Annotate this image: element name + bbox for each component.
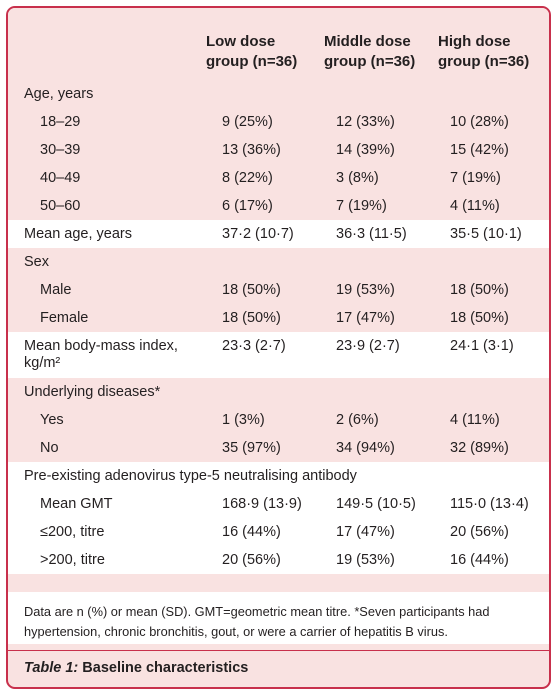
row-label: ≤200, titre bbox=[40, 524, 105, 540]
column-header-line: Low dose bbox=[206, 33, 276, 50]
table-row: Mean GMT 168·9 (13·9) 149·5 (10·5) 115·0 (1… bbox=[8, 490, 549, 518]
row-value: 18 (50%) bbox=[450, 310, 509, 326]
row-value: 18 (50%) bbox=[222, 310, 281, 326]
row-label: 40–49 bbox=[40, 170, 81, 186]
row-value: 7 (19%) bbox=[450, 170, 501, 186]
table-row: 18–29 9 (25%) 12 (33%) 10 (28%) bbox=[8, 108, 549, 136]
row-value: 8 (22%) bbox=[222, 170, 273, 186]
row-value: 24·1 (3·1) bbox=[450, 338, 514, 354]
row-label: 50–60 bbox=[40, 198, 81, 214]
row-label: Female bbox=[40, 310, 89, 326]
row-value: 15 (42%) bbox=[450, 142, 509, 158]
row-value: 14 (39%) bbox=[336, 142, 395, 158]
row-value: 12 (33%) bbox=[336, 114, 395, 130]
table-footnote: Data are n (%) or mean (SD). GMT=geometr… bbox=[8, 592, 549, 644]
column-header-line: group (n=36) bbox=[438, 53, 530, 70]
row-label: Mean age, years bbox=[24, 226, 133, 242]
row-value: 9 (25%) bbox=[222, 114, 273, 130]
table-row: Mean age, years 37·2 (10·7) 36·3 (11·5) 35·… bbox=[8, 220, 549, 248]
row-value: 1 (3%) bbox=[222, 412, 265, 428]
table-row: Female 18 (50%) 17 (47%) 18 (50%) bbox=[8, 304, 549, 332]
row-value: 16 (44%) bbox=[450, 552, 509, 568]
row-value: 3 (8%) bbox=[336, 170, 379, 186]
caption-divider bbox=[8, 650, 549, 651]
row-label: Mean body-mass index, kg/m² bbox=[24, 338, 178, 371]
table-row: Underlying diseases* bbox=[8, 378, 549, 406]
row-label: Age, years bbox=[24, 86, 94, 102]
column-header-line: group (n=36) bbox=[206, 53, 298, 70]
row-value: 18 (50%) bbox=[222, 282, 281, 298]
row-value: 34 (94%) bbox=[336, 440, 395, 456]
row-value: 10 (28%) bbox=[450, 114, 509, 130]
caption-label: Table 1: bbox=[24, 660, 79, 676]
row-value: 7 (19%) bbox=[336, 198, 387, 214]
row-value: 115·0 (13·4) bbox=[450, 496, 529, 512]
row-label: Underlying diseases* bbox=[24, 384, 161, 400]
row-value: 6 (17%) bbox=[222, 198, 273, 214]
table-header: Low dose group (n=36) Middle dose group … bbox=[8, 8, 549, 80]
row-value: 20 (56%) bbox=[222, 552, 281, 568]
table-panel: Low dose group (n=36) Middle dose group … bbox=[6, 6, 551, 689]
row-value: 4 (11%) bbox=[450, 412, 500, 428]
row-label: 30–39 bbox=[40, 142, 81, 158]
table-row: Male 18 (50%) 19 (53%) 18 (50%) bbox=[8, 276, 549, 304]
column-header-line: group (n=36) bbox=[324, 53, 416, 70]
column-header-low-dose: Low dose group (n=36) bbox=[206, 32, 297, 72]
row-label: No bbox=[40, 440, 59, 456]
column-header-line: Middle dose bbox=[324, 33, 411, 50]
row-value: 23·3 (2·7) bbox=[222, 338, 286, 354]
caption-title: Baseline characteristics bbox=[82, 660, 249, 676]
row-value: 35 (97%) bbox=[222, 440, 281, 456]
row-value: 32 (89%) bbox=[450, 440, 509, 456]
table-row: 50–60 6 (17%) 7 (19%) 4 (11%) bbox=[8, 192, 549, 220]
table-caption: Table 1: Baseline characteristics bbox=[24, 660, 248, 676]
row-value: 149·5 (10·5) bbox=[336, 496, 416, 512]
table-row: Sex bbox=[8, 248, 549, 276]
table-row: 30–39 13 (36%) 14 (39%) 15 (42%) bbox=[8, 136, 549, 164]
column-header-line: High dose bbox=[438, 33, 511, 50]
table-row: Pre-existing adenovirus type-5 neutralis… bbox=[8, 462, 549, 490]
row-label: Yes bbox=[40, 412, 64, 428]
table-row: Mean body-mass index, kg/m² 23·3 (2·7) 23·… bbox=[8, 332, 549, 378]
row-value: 17 (47%) bbox=[336, 524, 395, 540]
table-row: Age, years bbox=[8, 80, 549, 108]
row-value: 17 (47%) bbox=[336, 310, 395, 326]
row-label: Pre-existing adenovirus type-5 neutralis… bbox=[24, 468, 357, 484]
row-value: 168·9 (13·9) bbox=[222, 496, 302, 512]
row-value: 19 (53%) bbox=[336, 282, 395, 298]
row-value: 23·9 (2·7) bbox=[336, 338, 400, 354]
column-header-middle-dose: Middle dose group (n=36) bbox=[324, 32, 415, 72]
row-value: 2 (6%) bbox=[336, 412, 379, 428]
table-body: Age, years 18–29 9 (25%) 12 (33%) 10 (28%) 30… bbox=[8, 80, 549, 574]
column-header-high-dose: High dose group (n=36) bbox=[438, 32, 529, 72]
row-value: 4 (11%) bbox=[450, 198, 500, 214]
table-row: 40–49 8 (22%) 3 (8%) 7 (19%) bbox=[8, 164, 549, 192]
row-value: 13 (36%) bbox=[222, 142, 281, 158]
row-value: 19 (53%) bbox=[336, 552, 395, 568]
row-label: Male bbox=[40, 282, 72, 298]
row-value: 16 (44%) bbox=[222, 524, 281, 540]
row-value: 36·3 (11·5) bbox=[336, 226, 407, 242]
table-row: ≤200, titre 16 (44%) 17 (47%) 20 (56%) bbox=[8, 518, 549, 546]
row-label: Mean GMT bbox=[40, 496, 113, 512]
table-row: Yes 1 (3%) 2 (6%) 4 (11%) bbox=[8, 406, 549, 434]
row-label: 18–29 bbox=[40, 114, 81, 130]
row-value: 35·5 (10·1) bbox=[450, 226, 522, 242]
row-value: 20 (56%) bbox=[450, 524, 509, 540]
table-row: >200, titre 20 (56%) 19 (53%) 16 (44%) bbox=[8, 546, 549, 574]
row-label: >200, titre bbox=[40, 552, 105, 568]
row-value: 37·2 (10·7) bbox=[222, 226, 294, 242]
row-label: Sex bbox=[24, 254, 49, 270]
row-value: 18 (50%) bbox=[450, 282, 509, 298]
table-row: No 35 (97%) 34 (94%) 32 (89%) bbox=[8, 434, 549, 462]
